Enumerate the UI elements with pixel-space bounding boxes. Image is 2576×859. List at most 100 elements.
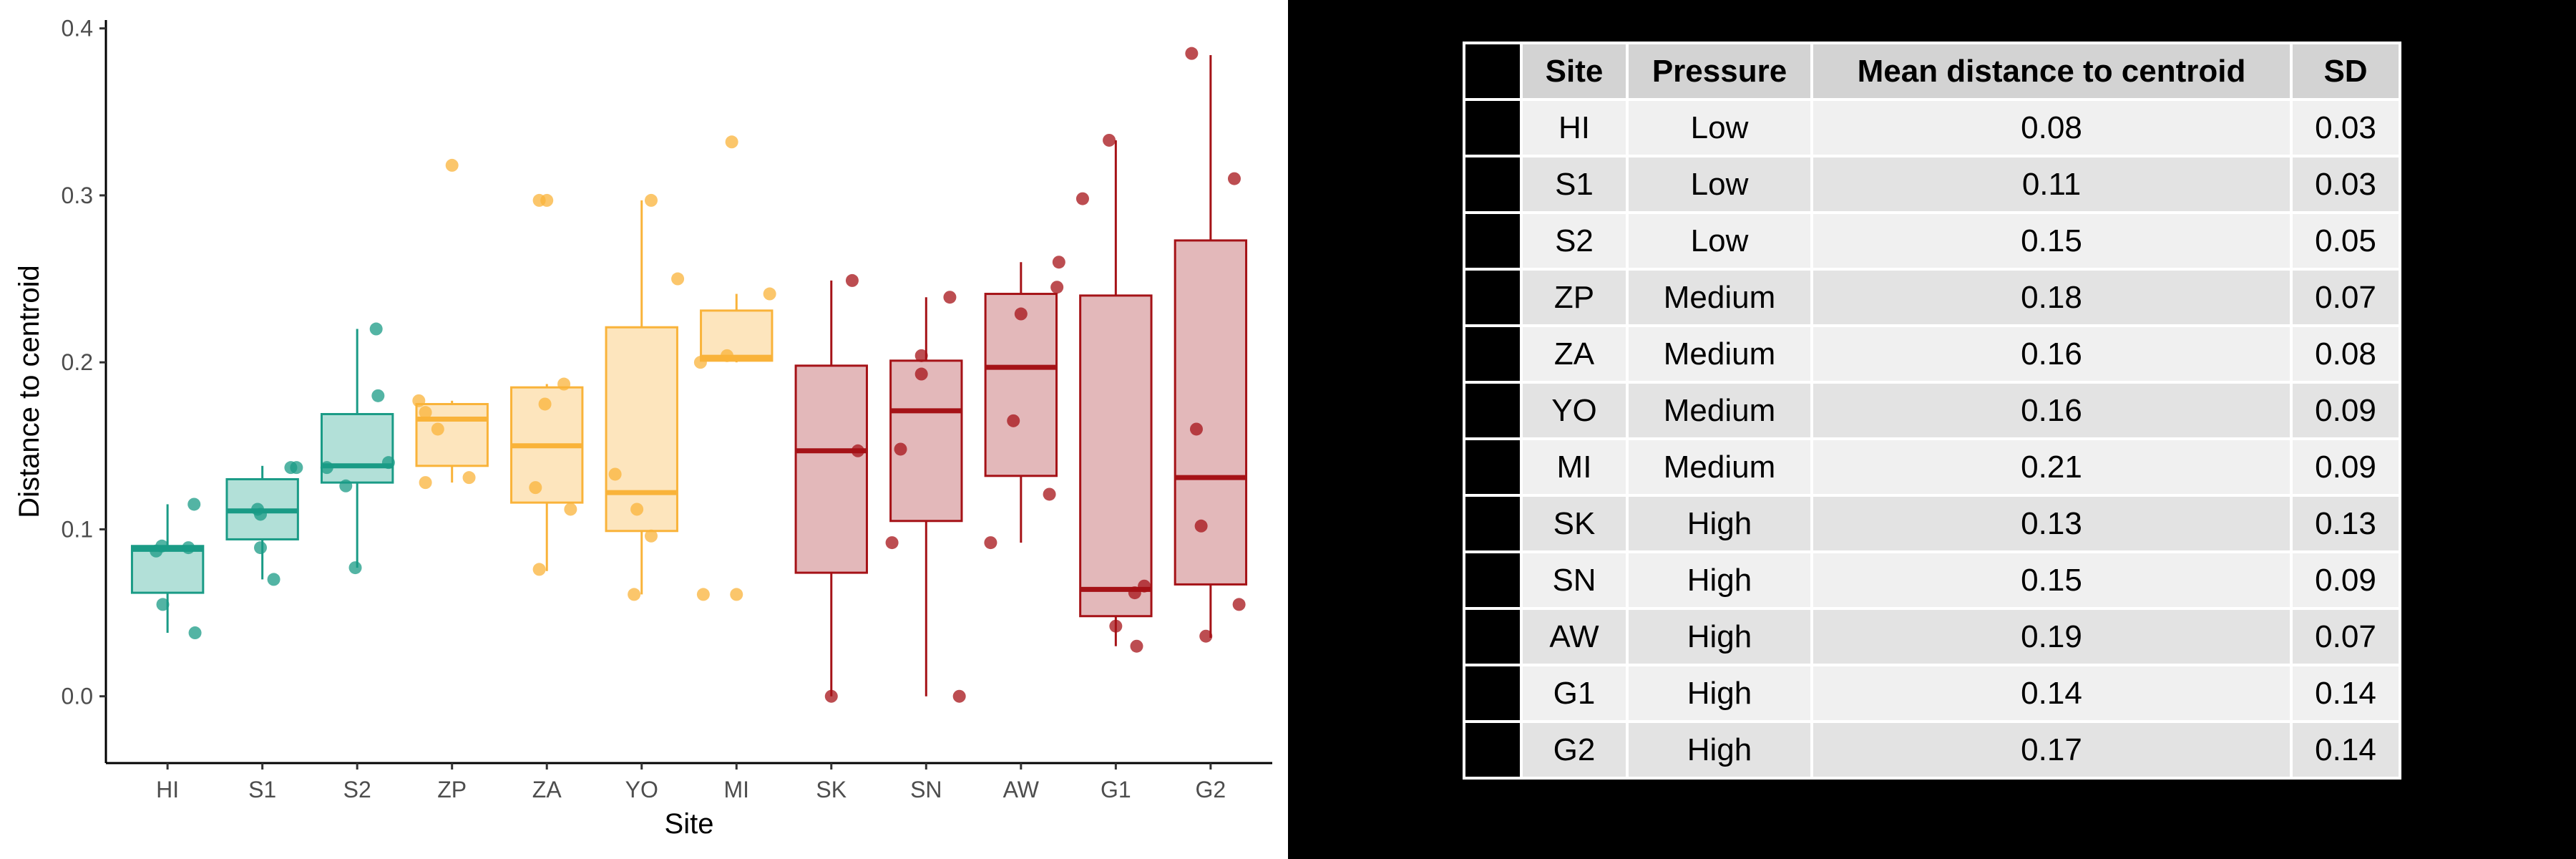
x-tick-label: S1	[248, 777, 276, 802]
cell-site: G1	[1523, 666, 1626, 720]
x-tick-label: G2	[1196, 777, 1226, 802]
chart-panel: 0.0 0.1 0.2 0.3 0.4 HI S1 S2 ZP ZA YO MI SK SN AW G1 G2…	[0, 0, 1288, 859]
cell-site: AW	[1523, 610, 1626, 664]
cell-sd: 0.09	[2293, 384, 2399, 437]
table-body: HI Low 0.08 0.03 S1 Low 0.11 0.03 S2 Low 0.15 0.05 Z…	[1465, 101, 2399, 777]
data-point-ZP	[419, 406, 432, 419]
box-YO	[605, 200, 678, 595]
box-iqr	[794, 364, 868, 574]
cell-site: SK	[1523, 497, 1626, 550]
data-point-ZA	[529, 481, 542, 495]
box-iqr	[984, 293, 1058, 477]
summary-table-panel: Site Pressure Mean distance to centroid …	[1463, 42, 2401, 780]
y-tick-label: 0.0	[62, 684, 93, 709]
cell-pressure: Low	[1629, 157, 1810, 211]
cell-site: SN	[1523, 553, 1626, 607]
cell-site: HI	[1523, 101, 1626, 155]
data-point-MI	[693, 356, 707, 369]
data-point-MI	[763, 287, 776, 301]
data-point-S1	[267, 573, 280, 586]
cell-pressure: High	[1629, 723, 1810, 777]
data-point-AW	[1014, 307, 1028, 321]
data-point-G2	[1189, 422, 1203, 436]
cell-mean-distance: 0.17	[1813, 723, 2290, 777]
boxplot-chart: 0.0 0.1 0.2 0.3 0.4 HI S1 S2 ZP ZA YO MI SK SN AW G1 G2…	[14, 16, 1272, 840]
cell-sd: 0.09	[2293, 553, 2399, 607]
box-SK	[794, 280, 868, 697]
box-SN	[889, 297, 963, 697]
box-iqr	[1079, 294, 1153, 618]
data-point-SN	[894, 442, 907, 456]
cell-sd: 0.08	[2293, 327, 2399, 381]
data-point-S1	[254, 541, 268, 555]
row-swatch-cell	[1465, 553, 1520, 607]
header-swatch-cell	[1465, 44, 1520, 98]
cell-mean-distance: 0.14	[1813, 666, 2290, 720]
box-S1	[225, 465, 299, 580]
table-row: SK High 0.13 0.13	[1465, 497, 2399, 550]
data-point-G2	[1227, 172, 1241, 185]
y-tick-label: 0.3	[62, 183, 93, 208]
data-point-G2	[1185, 47, 1199, 60]
cell-pressure: High	[1629, 666, 1810, 720]
data-point-G2	[1199, 629, 1213, 643]
box-HI	[130, 504, 205, 634]
cell-mean-distance: 0.08	[1813, 101, 2290, 155]
data-point-AW	[984, 536, 997, 550]
box-ZA	[510, 384, 584, 571]
cell-pressure: Medium	[1629, 440, 1810, 494]
data-point-SN	[943, 291, 957, 304]
data-point-ZP	[419, 476, 432, 490]
cell-pressure: Low	[1629, 101, 1810, 155]
cell-sd: 0.03	[2293, 101, 2399, 155]
data-point-MI	[725, 135, 738, 149]
cell-mean-distance: 0.21	[1813, 440, 2290, 494]
y-tick-label: 0.1	[62, 516, 93, 542]
data-point-SN	[914, 367, 928, 381]
table-row: SN High 0.15 0.09	[1465, 553, 2399, 607]
cell-mean-distance: 0.18	[1813, 271, 2290, 324]
cell-pressure: High	[1629, 610, 1810, 664]
data-point-YO	[644, 529, 658, 543]
summary-table: Site Pressure Mean distance to centroid …	[1463, 42, 2401, 780]
data-point-YO	[630, 503, 644, 516]
x-tick-label: G1	[1101, 777, 1131, 802]
table-row: HI Low 0.08 0.03	[1465, 101, 2399, 155]
cell-sd: 0.13	[2293, 497, 2399, 550]
cell-sd: 0.03	[2293, 157, 2399, 211]
row-swatch-cell	[1465, 271, 1520, 324]
x-tick-label: SN	[910, 777, 942, 802]
cell-mean-distance: 0.16	[1813, 327, 2290, 381]
data-point-ZA	[564, 503, 577, 516]
data-point-S1	[254, 508, 268, 521]
box-G1	[1079, 140, 1153, 646]
cell-mean-distance: 0.16	[1813, 384, 2290, 437]
box-iqr	[1174, 239, 1248, 586]
data-point-YO	[644, 193, 658, 207]
row-swatch-cell	[1465, 723, 1520, 777]
cell-mean-distance: 0.19	[1813, 610, 2290, 664]
row-swatch-cell	[1465, 610, 1520, 664]
data-point-S2	[369, 322, 383, 336]
data-point-S2	[381, 456, 395, 470]
data-point-G1	[1130, 639, 1143, 653]
cell-site: YO	[1523, 384, 1626, 437]
data-point-SK	[851, 444, 864, 457]
table-row: ZA Medium 0.16 0.08	[1465, 327, 2399, 381]
data-point-HI	[155, 539, 169, 553]
data-point-ZA	[557, 377, 571, 391]
cell-mean-distance: 0.15	[1813, 553, 2290, 607]
cell-pressure: Low	[1629, 214, 1810, 268]
cell-sd: 0.14	[2293, 666, 2399, 720]
cell-pressure: Medium	[1629, 271, 1810, 324]
row-swatch-cell	[1465, 384, 1520, 437]
table-row: ZP Medium 0.18 0.07	[1465, 271, 2399, 324]
y-tick-label: 0.2	[62, 349, 93, 375]
data-point-G1	[1138, 579, 1151, 593]
box-S2	[320, 329, 394, 568]
data-point-S2	[371, 389, 385, 402]
x-tick-label: YO	[625, 777, 658, 802]
data-point-SK	[824, 689, 838, 703]
cell-mean-distance: 0.11	[1813, 157, 2290, 211]
cell-pressure: Medium	[1629, 327, 1810, 381]
